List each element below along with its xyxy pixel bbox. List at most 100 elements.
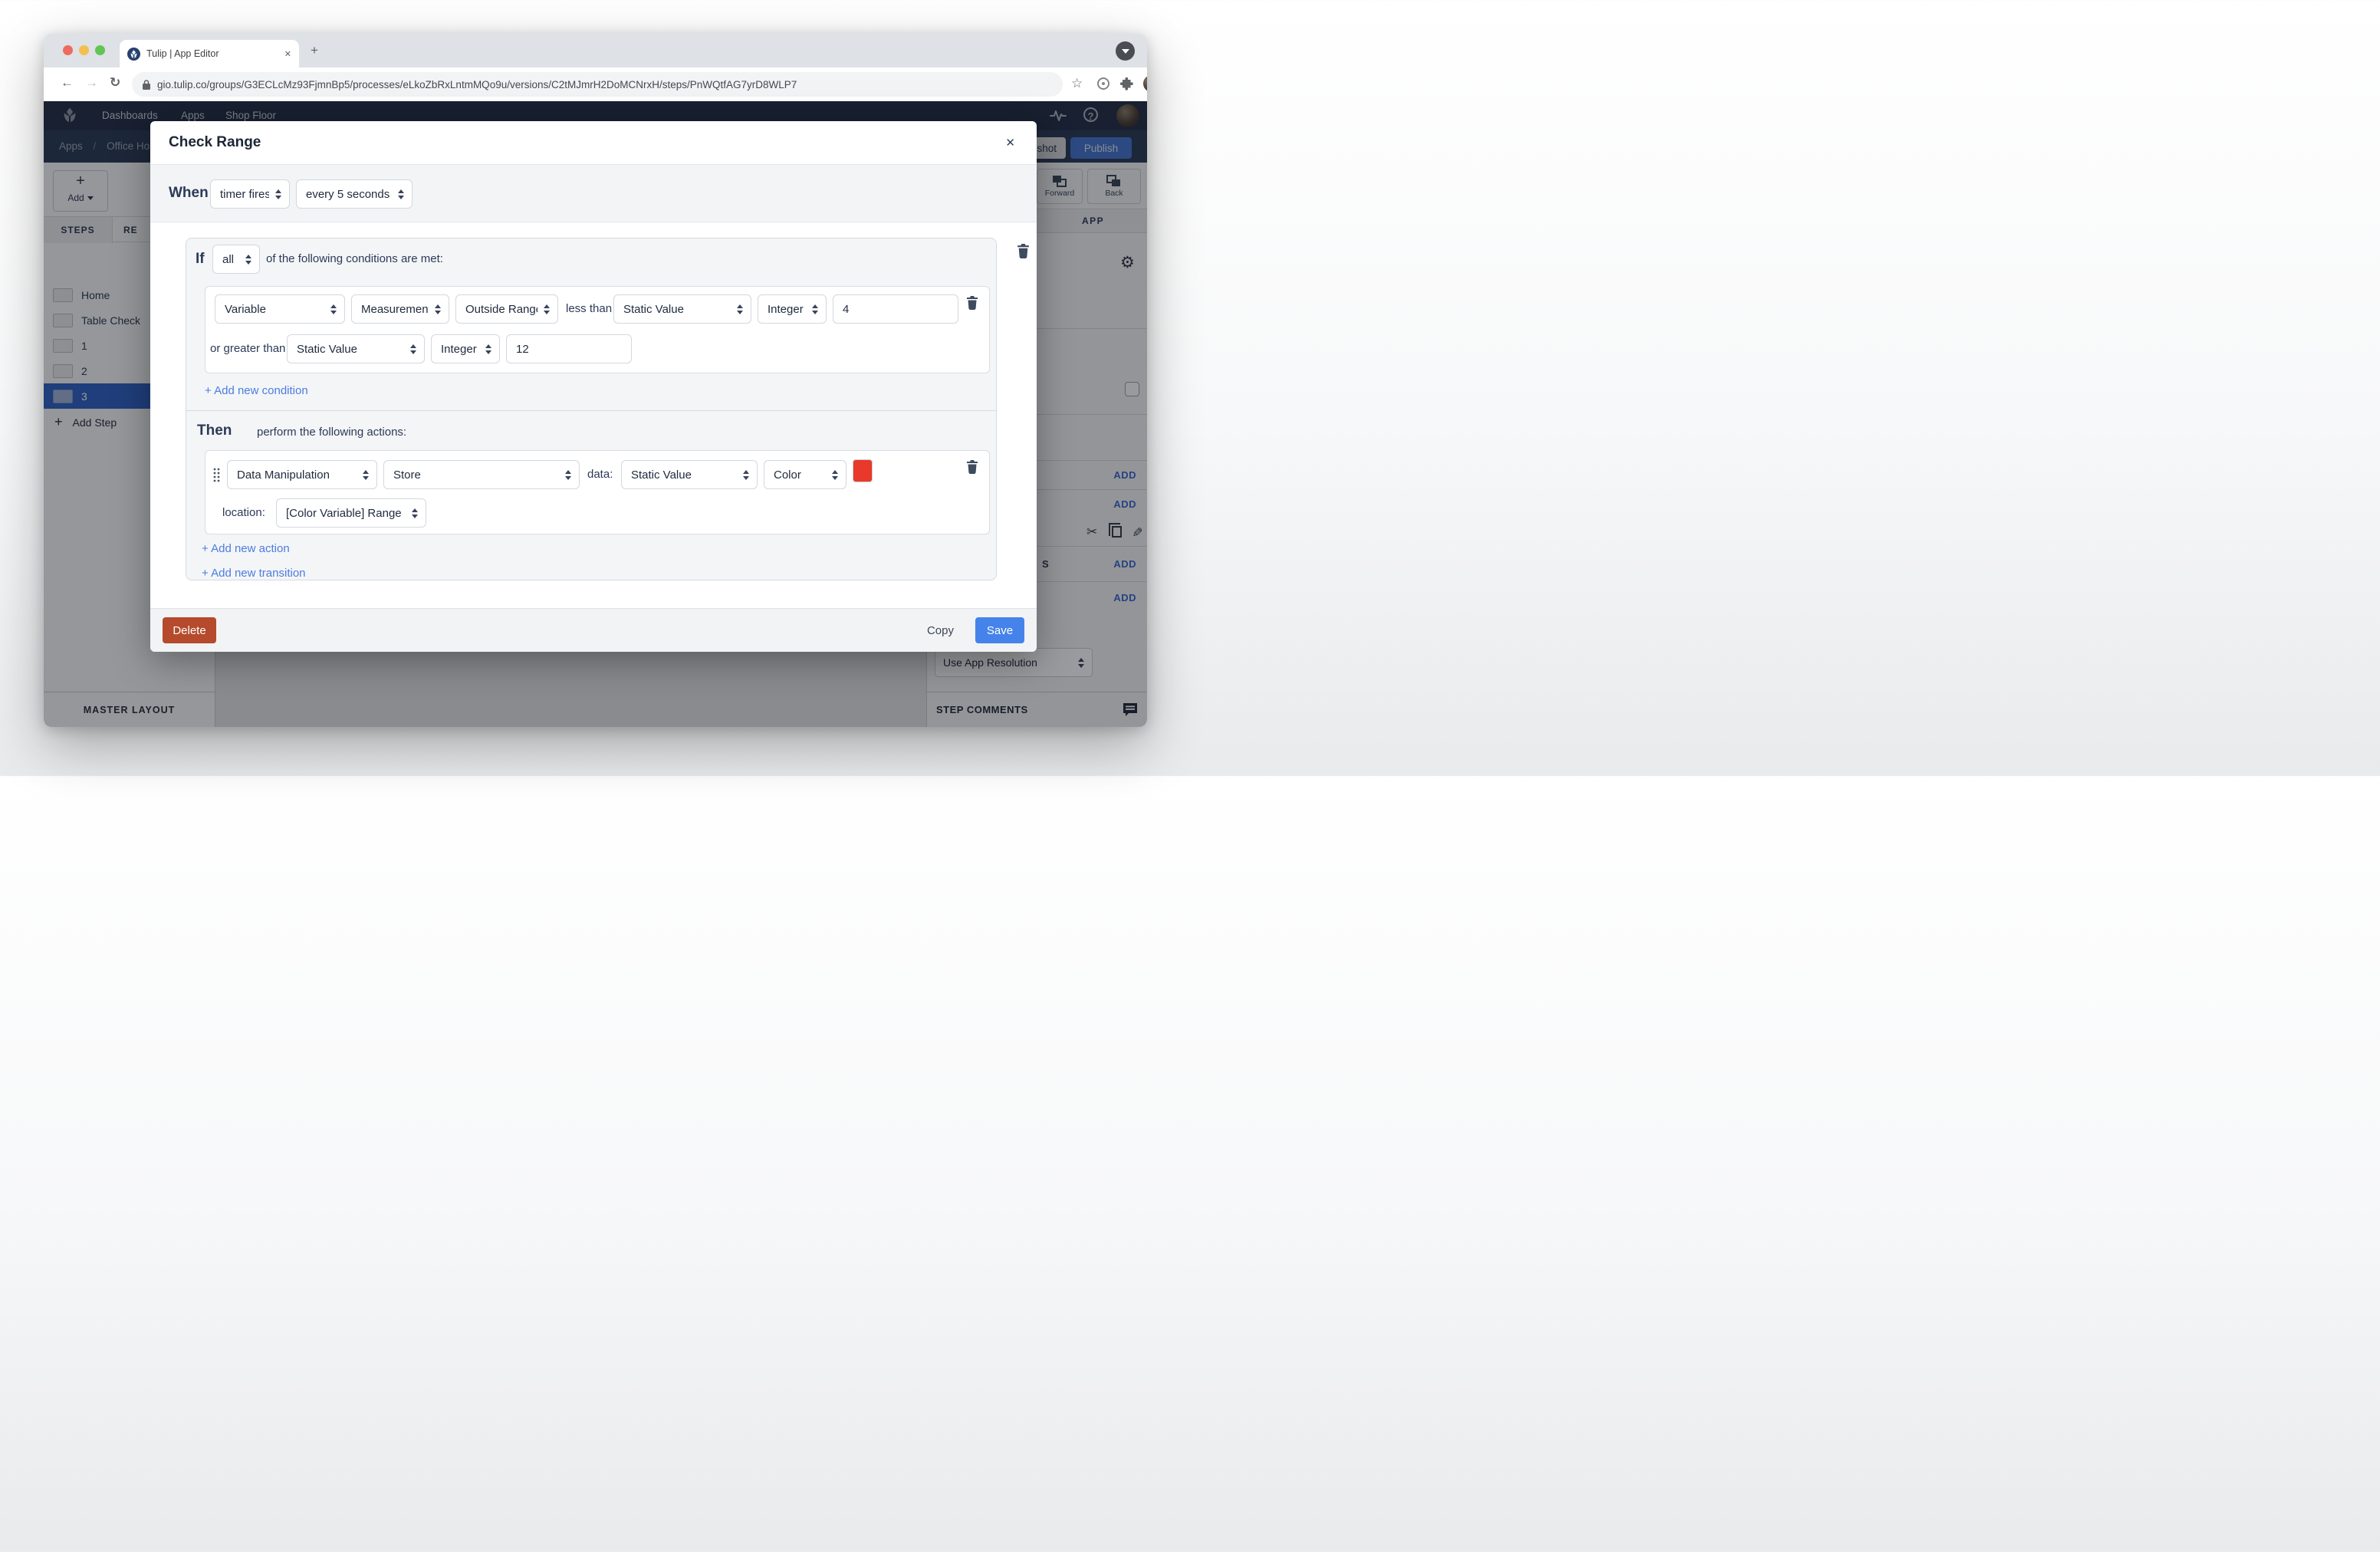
nav-apps-link[interactable]: Apps (181, 110, 205, 121)
breadcrumb-apps[interactable]: Apps (59, 140, 83, 152)
delete-action-icon[interactable] (966, 460, 978, 474)
extensions-puzzle-icon[interactable] (1120, 77, 1133, 90)
updown-caret-icon (544, 304, 550, 314)
lower-bound-input[interactable] (833, 294, 958, 324)
data-datatype-select[interactable]: Color (764, 460, 846, 489)
tab-steps[interactable]: STEPS (44, 217, 113, 243)
master-layout-button[interactable]: MASTER LAYOUT (44, 692, 215, 727)
browser-badge-icon[interactable] (1097, 77, 1109, 90)
updown-caret-icon (565, 469, 571, 480)
browser-tab[interactable]: Tulip | App Editor (120, 40, 299, 67)
data-type-select[interactable]: Static Value (621, 460, 758, 489)
add-link[interactable]: ADD (1113, 592, 1136, 603)
step-comments-bar[interactable]: STEP COMMENTS (927, 692, 1147, 727)
add-button[interactable]: Add (53, 170, 108, 212)
activity-pulse-icon[interactable] (1050, 109, 1067, 123)
add-condition-link[interactable]: + Add new condition (205, 384, 308, 397)
upper-datatype-select[interactable]: Integer (431, 334, 500, 363)
close-icon[interactable] (1005, 136, 1015, 150)
action-category-select[interactable]: Data Manipulation (227, 460, 377, 489)
browser-reload-icon[interactable] (110, 76, 120, 89)
back-button[interactable]: Back (1087, 169, 1141, 204)
forward-button[interactable]: Forward (1037, 169, 1083, 204)
when-event-select[interactable]: timer fires (210, 179, 290, 209)
delete-trigger-block-icon[interactable] (1017, 244, 1030, 258)
user-avatar[interactable] (1116, 104, 1139, 127)
sidebar-step-table-check[interactable]: Table Check (44, 307, 215, 333)
forward-label: Forward (1044, 189, 1075, 198)
browser-window: Tulip | App Editor gio.tulip.co/groups/G… (44, 34, 1147, 727)
add-link[interactable]: ADD (1113, 498, 1136, 510)
duplicate-icon[interactable] (1109, 523, 1122, 538)
if-quantifier-select[interactable]: all (212, 245, 260, 274)
comment-icon (1123, 703, 1137, 716)
add-step-button[interactable]: Add Step (44, 409, 215, 436)
breadcrumb-app-name[interactable]: Office Hou (107, 140, 156, 152)
condition-operator-select[interactable]: Outside Range (455, 294, 558, 324)
condition-source-select[interactable]: Variable (215, 294, 345, 324)
caret-down-icon (87, 196, 94, 200)
close-window-button[interactable] (63, 45, 73, 55)
sidebar-step-1[interactable]: 1 (44, 333, 215, 358)
upper-type-select[interactable]: Static Value (287, 334, 425, 363)
copy-button[interactable]: Copy (926, 623, 954, 637)
condition-field-select[interactable]: Measurement (351, 294, 449, 324)
sidebar-step-home[interactable]: Home (44, 282, 215, 307)
tulip-logo-icon[interactable] (61, 107, 79, 125)
add-link[interactable]: ADD (1113, 469, 1136, 481)
step-label: 1 (81, 339, 87, 352)
panel-add-row-1: ADD (927, 460, 1147, 489)
when-section: When timer fires every 5 seconds (150, 164, 1037, 222)
sidebar-step-2[interactable]: 2 (44, 358, 215, 383)
action-operation-select[interactable]: Store (383, 460, 580, 489)
step-thumbnail (53, 338, 73, 353)
url-bar[interactable]: gio.tulip.co/groups/G3ECLcMz93FjmnBp5/pr… (132, 72, 1063, 97)
step-label: 2 (81, 364, 87, 377)
drag-handle-icon[interactable] (213, 468, 220, 482)
help-icon[interactable] (1083, 107, 1098, 122)
tulip-favicon (127, 47, 140, 61)
sidebar-tabs: STEPS RE (44, 216, 215, 243)
add-transition-link[interactable]: + Add new transition (202, 567, 306, 580)
if-suffix-text: of the following conditions are met: (266, 252, 443, 265)
step-thumbnail (53, 363, 73, 378)
delete-button[interactable]: Delete (163, 617, 216, 643)
nav-dashboards-link[interactable]: Dashboards (102, 110, 158, 121)
save-button[interactable]: Save (975, 617, 1024, 643)
step-thumbnail (53, 288, 73, 302)
add-link[interactable]: ADD (1113, 558, 1136, 570)
resolution-select[interactable]: Use App Resolution (935, 648, 1093, 677)
tab-title: Tulip | App Editor (146, 48, 219, 59)
zoom-window-button[interactable] (95, 45, 105, 55)
location-select[interactable]: [Color Variable] Range (276, 498, 426, 528)
panel-add-row-2: ADD (927, 489, 1147, 518)
when-interval-select[interactable]: every 5 seconds (296, 179, 413, 209)
back-squares-icon (1106, 175, 1120, 186)
browser-back-icon[interactable] (61, 76, 74, 89)
panel-checkbox[interactable] (1125, 382, 1139, 396)
lower-datatype-select[interactable]: Integer (758, 294, 827, 324)
updown-caret-icon (363, 469, 369, 480)
browser-forward-icon[interactable] (85, 76, 98, 89)
bookmark-star-icon[interactable] (1071, 76, 1083, 91)
upper-bound-input[interactable] (506, 334, 632, 363)
updown-caret-icon (275, 189, 281, 199)
delete-condition-icon[interactable] (966, 296, 978, 310)
lower-type-select[interactable]: Static Value (613, 294, 751, 324)
publish-button[interactable]: Publish (1070, 137, 1132, 159)
browser-profile-avatar[interactable] (1143, 75, 1147, 92)
forward-squares-icon (1053, 176, 1067, 187)
updown-caret-icon (1078, 657, 1084, 668)
close-tab-icon[interactable] (284, 47, 291, 61)
modal-header: Check Range (150, 121, 1037, 164)
tab-search-icon[interactable] (1116, 41, 1135, 61)
step-label: 3 (81, 390, 87, 403)
add-action-link[interactable]: + Add new action (202, 542, 290, 555)
tab-records[interactable]: RE (123, 225, 138, 235)
step-label: Table Check (81, 314, 141, 327)
color-swatch[interactable] (853, 459, 873, 482)
nav-shop-floor-link[interactable]: Shop Floor (225, 110, 277, 121)
minimize-window-button[interactable] (79, 45, 89, 55)
lock-icon (143, 79, 150, 90)
new-tab-button[interactable] (311, 44, 318, 57)
